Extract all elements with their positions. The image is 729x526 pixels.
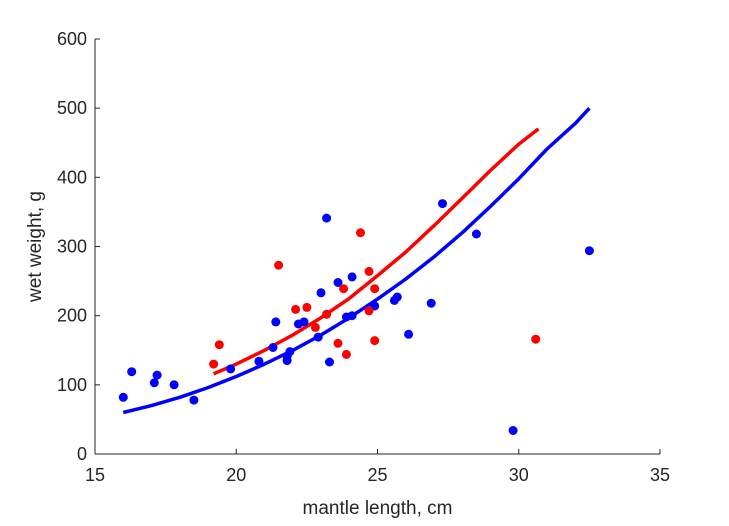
data-point-blue <box>316 288 326 298</box>
x-tick-label: 35 <box>650 465 670 485</box>
x-tick-label: 15 <box>85 465 105 485</box>
data-point-red <box>302 302 312 312</box>
y-ticks: 0 100 200 300 400 500 600 <box>57 29 100 464</box>
y-tick-label: 200 <box>57 306 87 326</box>
data-point-blue <box>127 367 137 377</box>
data-point-blue <box>584 246 594 256</box>
data-point-red <box>333 338 343 348</box>
axes: 15 20 25 30 35 0 100 200 300 400 500 600 <box>57 29 670 485</box>
y-axis-label: wet weight, g <box>25 191 46 303</box>
x-axis-label: mantle length, cm <box>303 498 453 519</box>
y-tick-label: 500 <box>57 98 87 118</box>
data-point-blue <box>426 298 436 308</box>
x-tick-label: 20 <box>226 465 246 485</box>
data-point-blue <box>149 378 159 388</box>
data-point-blue <box>271 317 281 327</box>
data-point-blue <box>152 370 162 380</box>
fit-curve-blue <box>122 107 591 415</box>
y-tick-label: 600 <box>57 29 87 49</box>
data-point-red <box>370 284 380 294</box>
data-point-blue <box>471 229 481 239</box>
y-tick-label: 300 <box>57 237 87 257</box>
data-point-blue <box>438 199 447 209</box>
data-point-blue <box>347 311 357 321</box>
data-point-blue <box>169 380 179 390</box>
data-point-blue <box>392 292 402 302</box>
x-tick-label: 30 <box>509 465 529 485</box>
fit-curves <box>122 107 591 415</box>
data-point-red <box>322 309 332 319</box>
data-point-blue <box>118 392 128 402</box>
data-points <box>118 199 594 435</box>
data-point-blue <box>333 278 343 287</box>
data-point-red <box>364 266 374 276</box>
x-tick-label: 25 <box>367 465 387 485</box>
data-point-blue <box>508 426 518 435</box>
data-point-red <box>356 228 365 238</box>
data-point-red <box>291 304 301 314</box>
data-point-red <box>339 284 349 294</box>
data-point-red <box>531 334 541 344</box>
x-ticks: 15 20 25 30 35 <box>85 449 670 485</box>
data-point-blue <box>226 364 236 374</box>
data-point-red <box>310 322 320 332</box>
data-point-red <box>341 349 351 359</box>
fit-curve-red <box>212 127 540 376</box>
data-point-blue <box>299 317 309 327</box>
data-point-red <box>364 306 374 316</box>
data-point-red <box>209 359 219 369</box>
y-tick-label: 0 <box>77 444 87 464</box>
data-point-blue <box>189 395 199 405</box>
data-point-red <box>370 336 380 346</box>
data-point-blue <box>325 357 334 367</box>
data-point-blue <box>313 332 323 342</box>
data-point-blue <box>285 347 295 357</box>
data-point-red <box>214 340 224 350</box>
data-point-blue <box>322 213 332 223</box>
y-tick-label: 100 <box>57 375 87 395</box>
data-point-blue <box>268 343 278 352</box>
data-point-red <box>274 260 284 270</box>
data-point-blue <box>254 356 264 366</box>
data-point-blue <box>404 329 414 339</box>
data-point-blue <box>347 272 357 282</box>
y-tick-label: 400 <box>57 167 87 187</box>
